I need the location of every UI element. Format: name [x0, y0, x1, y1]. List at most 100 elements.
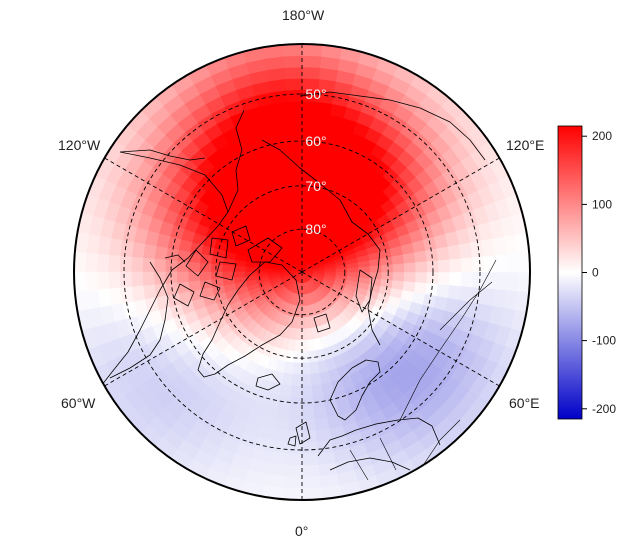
field-cell — [74, 271, 87, 293]
field-cell — [282, 476, 303, 489]
field-cell — [301, 373, 313, 387]
field-cell — [458, 285, 473, 303]
field-cell — [221, 264, 235, 273]
field-cell — [381, 271, 394, 281]
lon-label-lower-left: 60°W — [61, 395, 96, 411]
field-cell — [310, 158, 323, 172]
field-cell — [301, 476, 322, 489]
meridian-300 — [104, 271, 303, 387]
field-cell — [277, 395, 292, 409]
field-cell — [292, 169, 303, 182]
field-cell — [392, 262, 405, 273]
field-cell — [131, 241, 146, 259]
field-cell — [447, 284, 462, 301]
field-cell — [131, 285, 146, 303]
field-cell — [96, 271, 110, 291]
field-cell — [413, 281, 428, 295]
field-cell — [301, 464, 321, 478]
field-cell — [297, 305, 303, 318]
field-cell — [301, 66, 321, 80]
lon-label-lower-right: 60°E — [509, 395, 540, 411]
field-cell — [286, 100, 303, 114]
greenland-coast — [197, 261, 301, 378]
field-cell — [291, 373, 303, 387]
novaya-zemlya-coast — [355, 269, 373, 313]
field-cell — [301, 419, 317, 432]
archipelago-coast — [173, 225, 283, 307]
field-cell — [301, 112, 317, 125]
field-cell — [301, 453, 320, 467]
field-cell — [107, 271, 121, 290]
field-cell — [153, 258, 167, 273]
alaska-coast — [119, 109, 245, 213]
field-cell — [292, 362, 303, 375]
colorbar-tick-label: 200 — [592, 129, 612, 143]
field-cell — [301, 351, 311, 364]
field-cell — [449, 271, 462, 287]
field-cell — [275, 406, 291, 420]
field-cell — [282, 55, 303, 68]
lon-label-upper-left: 120°W — [58, 137, 101, 153]
field-cell — [506, 271, 519, 292]
siberia-coast — [261, 91, 486, 346]
field-cell — [301, 157, 313, 171]
field-cell — [437, 271, 451, 286]
field-cell — [402, 280, 416, 293]
lat-label: 60° — [305, 133, 326, 149]
colorbar-ticks: 200 100 0 -100 -200 — [582, 129, 616, 416]
lat-label: 50° — [305, 86, 326, 102]
field-cell — [275, 124, 291, 138]
field-cell — [210, 255, 224, 266]
field-cell — [301, 385, 314, 398]
field-cell — [281, 44, 303, 57]
field-cell — [281, 372, 294, 386]
field-cell — [142, 243, 157, 260]
field-cell — [347, 271, 360, 278]
field-cell — [283, 66, 303, 80]
map-frame — [73, 43, 531, 501]
colorbar-tick-label: 0 — [592, 266, 599, 280]
field-cell — [176, 271, 189, 284]
field-cell — [85, 252, 98, 273]
field-cell — [301, 487, 323, 500]
meridian-60 — [301, 271, 500, 387]
field-cell — [199, 262, 212, 273]
colorbar-tick-label: -100 — [592, 334, 616, 348]
field-cell — [301, 441, 319, 455]
field-cell — [381, 263, 394, 273]
field-cell — [284, 453, 303, 467]
field-cell — [296, 317, 303, 330]
lon-label-top: 180°W — [282, 7, 325, 23]
field-cell — [119, 271, 133, 289]
borders — [349, 259, 497, 481]
field-cell — [288, 123, 303, 137]
field-cell — [187, 271, 201, 283]
lat-labels: 50° 60° 70° 80° — [305, 86, 326, 237]
field-cell — [415, 260, 428, 273]
field-cell — [130, 256, 144, 273]
colorbar: 200 100 0 -100 -200 — [557, 125, 616, 420]
lat-circle-50 — [123, 93, 481, 451]
lon-label-bottom: 0° — [295, 523, 309, 539]
field-cell — [458, 241, 473, 259]
iceland-coast — [255, 373, 281, 391]
field-cell — [285, 89, 303, 103]
field-cell — [449, 257, 462, 273]
field-cell — [85, 271, 98, 292]
field-cell — [256, 267, 269, 273]
scandinavia-coast — [329, 359, 381, 421]
colorbar-ramp — [557, 125, 583, 420]
field-cell — [436, 245, 450, 261]
field-cell — [494, 271, 508, 291]
field-cell — [301, 362, 312, 375]
field-cell — [142, 271, 155, 287]
field-cell — [142, 284, 157, 301]
graticule — [104, 44, 500, 500]
field-cell — [517, 271, 530, 293]
field-cell — [403, 271, 417, 283]
field-cell — [447, 243, 462, 260]
field-cell — [74, 251, 87, 273]
field-cell — [483, 271, 497, 290]
field-cell — [210, 263, 223, 273]
